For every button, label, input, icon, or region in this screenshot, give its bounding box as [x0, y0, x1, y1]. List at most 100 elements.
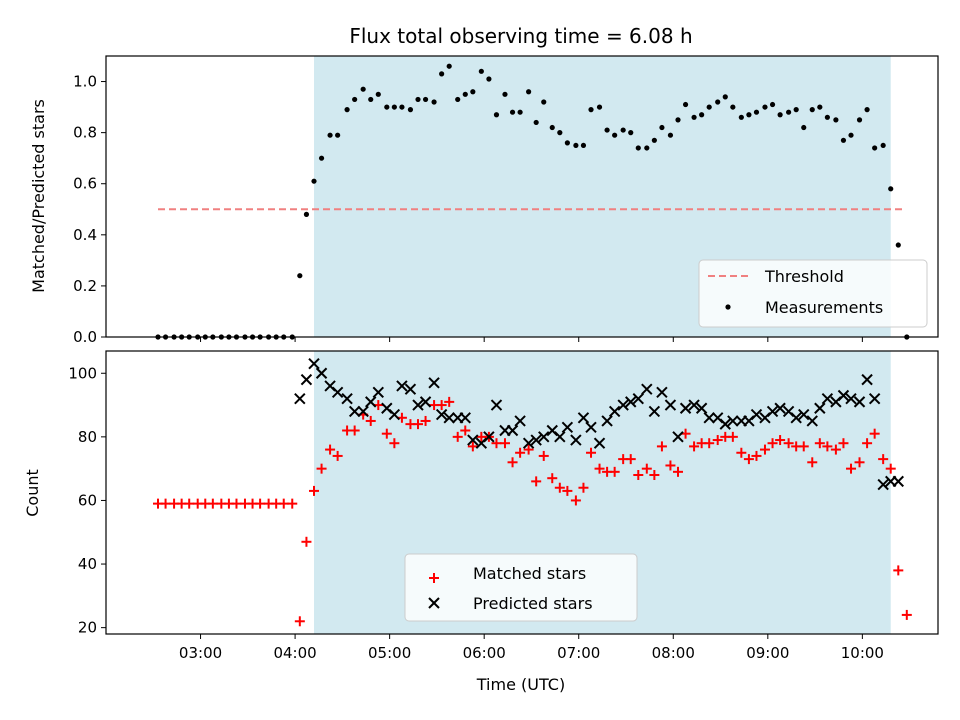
predicted-star-point: [435, 408, 448, 421]
measurement-point: [327, 132, 333, 138]
measurement-point: [753, 109, 760, 115]
predicted-star-point: [814, 402, 826, 414]
top-ytick: 0.8: [73, 124, 106, 142]
matched-star-point: [389, 438, 400, 449]
matched-star-point: [184, 498, 195, 509]
matched-star-point: [689, 441, 700, 452]
legend-measurements-label: Measurements: [765, 298, 883, 317]
measurement-point: [824, 114, 830, 120]
matched-star-point: [413, 419, 423, 430]
measurement-point: [311, 178, 317, 184]
measurement-point: [422, 96, 429, 103]
measurement-point: [493, 112, 500, 118]
predicted-star-point: [632, 392, 644, 405]
bottom-xtick-label: 09:00: [746, 644, 789, 662]
measurement-point: [431, 99, 437, 105]
measurement-point: [715, 99, 721, 105]
top-ytick-label: 0.4: [73, 226, 97, 244]
measurement-point: [817, 104, 823, 110]
predicted-star-point: [608, 405, 621, 418]
predicted-star-point: [570, 434, 582, 446]
measurement-point: [706, 104, 712, 110]
measurement-point: [691, 114, 697, 120]
matched-star-point: [656, 441, 667, 452]
measurement-point: [391, 104, 397, 110]
matched-star-point: [523, 444, 534, 455]
bottom-xtick: 03:00: [179, 634, 222, 662]
matched-star-point: [444, 396, 455, 407]
measurement-point: [352, 96, 358, 103]
matched-star-point: [515, 447, 526, 458]
measurement-point: [573, 142, 579, 149]
matched-star-point: [570, 495, 581, 506]
predicted-star-point: [892, 475, 904, 488]
measurement-point: [620, 127, 626, 133]
measurement-point: [777, 112, 783, 118]
measurement-point: [407, 107, 414, 113]
bottom-ytick: 80: [78, 428, 106, 446]
matched-star-point: [869, 428, 880, 439]
predicted-star-point: [593, 437, 606, 449]
measurement-point: [746, 112, 752, 118]
measurement-point: [478, 68, 484, 74]
bottom-xtick-label: 05:00: [368, 644, 411, 662]
matched-star-point: [332, 450, 343, 461]
measurement-point: [375, 91, 381, 97]
matched-star-point: [712, 435, 723, 446]
matched-star-point: [452, 431, 463, 442]
predicted-star-point: [348, 405, 361, 418]
predicted-star-point: [821, 392, 834, 405]
bottom-ytick: 20: [78, 619, 106, 637]
bottom-xtick: 10:00: [841, 634, 884, 662]
top-ytick-label: 0.8: [73, 124, 97, 142]
measurement-point: [864, 107, 870, 113]
bottom-xtick: 06:00: [463, 634, 506, 662]
measurement-point: [888, 186, 894, 192]
measurement-point: [848, 132, 854, 138]
matched-star-point: [531, 476, 542, 487]
measurement-point: [786, 109, 792, 115]
matched-star-point: [665, 460, 676, 471]
measurement-point: [699, 112, 705, 118]
matched-star-point: [586, 447, 597, 458]
top-ytick-label: 1.0: [73, 73, 97, 91]
matched-star-point: [309, 485, 319, 496]
predicted-star-point: [585, 421, 597, 434]
top-ytick-label: 0.2: [73, 277, 97, 295]
measurement-point: [360, 86, 366, 92]
measurement-point: [470, 89, 476, 95]
measurement-point: [486, 76, 492, 82]
predicted-star-point: [877, 478, 889, 491]
predicted-star-point: [388, 408, 401, 421]
matched-star-point: [231, 498, 242, 509]
bottom-ylabel: Count: [23, 469, 42, 517]
matched-star-point: [381, 428, 392, 439]
measurement-point: [335, 132, 341, 138]
matched-star-point: [759, 444, 770, 455]
predicted-star-point: [554, 431, 566, 443]
measurement-point: [769, 101, 776, 108]
matched-star-point: [743, 454, 754, 465]
predicted-star-point: [719, 418, 731, 430]
matched-star-point: [625, 454, 636, 465]
matched-star-point: [736, 447, 747, 458]
measurement-point: [612, 132, 618, 138]
measurement-point: [439, 71, 445, 77]
matched-star-point: [830, 444, 841, 455]
bottom-xtick-label: 08:00: [652, 644, 695, 662]
bottom-xtick-label: 07:00: [557, 644, 600, 662]
top-ylabel: Matched/Predicted stars: [29, 99, 48, 293]
bottom-panel: 20 40 60 80 100 03:00 04:00 05:00 06:00 07:00 08:…: [23, 350, 939, 694]
measurement-point: [318, 155, 325, 161]
matched-star-point: [420, 415, 431, 426]
matched-star-point: [365, 415, 376, 426]
measurement-point: [517, 109, 523, 115]
measurement-point: [541, 99, 547, 105]
predicted-star-point: [538, 431, 550, 443]
measurement-point: [455, 96, 461, 103]
measurement-point: [384, 104, 390, 110]
measurement-point: [368, 96, 374, 103]
predicted-star-point: [530, 434, 542, 446]
measurement-point: [604, 127, 610, 133]
measurement-point: [895, 242, 901, 248]
